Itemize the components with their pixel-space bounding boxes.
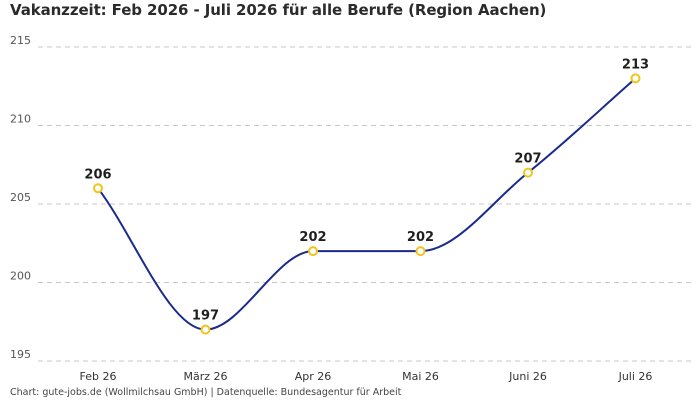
data-point [415,246,426,257]
chart-title: Vakanzzeit: Feb 2026 - Juli 2026 für all… [10,1,547,19]
series-line [97,77,637,331]
x-tick-label: März 26 [183,370,227,383]
chart-footer: Chart: gute-jobs.de (Wollmilchsau GmbH) … [10,387,402,398]
x-tick-label: Mai 26 [402,370,439,383]
x-axis-ticks: Feb 26 März 26 Apr 26 Mai 26 Juni 26 Juli 26 [80,370,653,383]
data-point [308,246,318,257]
y-tick-label: 215 [10,34,31,47]
data-label: 206 [84,167,111,182]
y-tick-label: 205 [10,191,31,204]
y-tick-label: 200 [10,270,31,283]
data-point [93,183,103,194]
data-label: 202 [299,230,326,245]
gridlines [38,46,692,362]
data-point [630,73,641,84]
data-label: 207 [514,152,541,167]
data-label: 197 [192,309,219,324]
y-tick-label: 195 [10,348,31,361]
data-labels: 206 197 202 202 207 213 [84,57,649,323]
x-tick-label: Feb 26 [80,370,117,383]
data-point [200,324,211,335]
series-line-path [97,77,637,331]
data-label: 213 [622,57,649,72]
y-axis-ticks: 195 200 205 210 215 [10,34,31,361]
x-tick-label: Apr 26 [295,370,332,383]
x-tick-label: Juni 26 [508,370,547,383]
y-tick-label: 210 [10,113,31,126]
data-points [93,73,641,335]
data-label: 202 [407,230,434,245]
data-point [523,167,533,178]
x-tick-label: Juli 26 [618,370,653,383]
